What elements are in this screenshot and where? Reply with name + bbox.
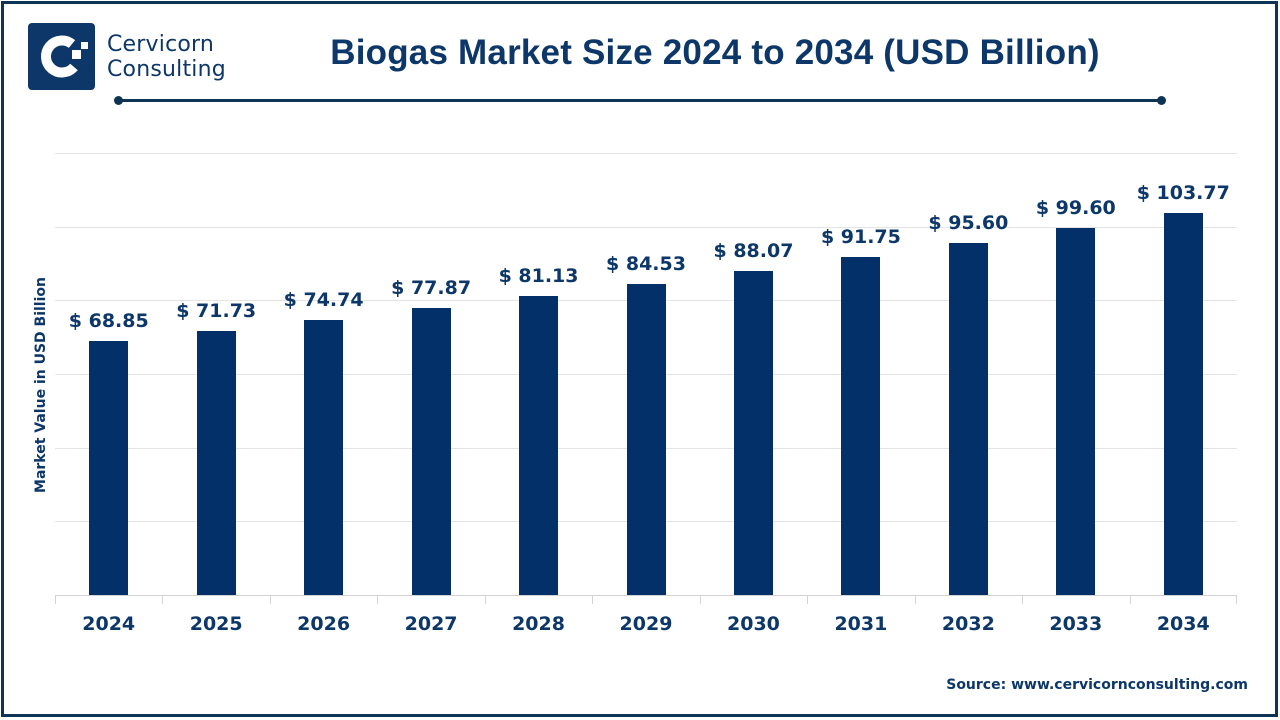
cervicorn-logo-icon <box>28 23 95 90</box>
bar-2025 <box>196 330 236 595</box>
x-axis-label: 2029 <box>619 613 673 635</box>
bar-value-label: $ 71.73 <box>176 299 257 322</box>
x-axis-tick <box>807 595 809 604</box>
chart-title: Biogas Market Size 2024 to 2034 (USD Bil… <box>330 33 1100 72</box>
x-axis-tick <box>1236 595 1237 604</box>
bar-value-label: $ 95.60 <box>928 211 1009 234</box>
bar-value-label: $ 81.13 <box>498 265 579 288</box>
bar-2032 <box>948 242 988 595</box>
bar-2030 <box>733 270 773 595</box>
x-axis-tick <box>55 595 56 604</box>
x-axis-label: 2024 <box>82 613 136 635</box>
divider-dot-left <box>114 96 123 105</box>
bar-value-label: $ 99.60 <box>1035 197 1116 220</box>
bar-value-label: $ 103.77 <box>1136 181 1230 204</box>
brand-logo: Cervicorn Consulting <box>28 23 226 90</box>
x-axis-label: 2032 <box>941 613 995 635</box>
source-credit: Source: www.cervicornconsulting.com <box>946 677 1248 693</box>
x-axis-label: 2031 <box>834 613 888 635</box>
x-axis-label: 2033 <box>1049 613 1103 635</box>
title-divider <box>119 99 1162 102</box>
x-axis-label: 2027 <box>404 613 458 635</box>
x-axis-tick <box>914 595 916 604</box>
brand-name-line1: Cervicorn <box>107 31 215 57</box>
x-axis-tick <box>1022 595 1024 604</box>
bar-2034 <box>1163 212 1203 595</box>
bar-2029 <box>626 283 666 595</box>
x-axis-line <box>55 595 1237 596</box>
bar-2033 <box>1056 228 1096 595</box>
bar-2028 <box>519 296 559 595</box>
bar-2027 <box>411 308 451 595</box>
y-axis-title: Market Value in USD Billion <box>33 277 49 493</box>
bar-value-label: $ 88.07 <box>713 239 794 262</box>
x-axis-label: 2028 <box>512 613 565 635</box>
x-axis-tick <box>484 595 486 604</box>
gridline <box>55 226 1237 228</box>
x-axis-tick <box>269 595 271 604</box>
gridline <box>55 153 1237 154</box>
bar-value-label: $ 84.53 <box>606 252 686 275</box>
brand-name: Cervicorn Consulting <box>107 32 226 82</box>
bar-2031 <box>841 257 881 595</box>
chart-title-container: Biogas Market Size 2024 to 2034 (USD Bil… <box>0 33 1280 73</box>
x-axis-label: 2034 <box>1156 613 1210 635</box>
bar-value-label: $ 91.75 <box>820 226 901 249</box>
bar-value-label: $ 77.87 <box>391 277 472 300</box>
x-axis-label: 2026 <box>297 613 351 635</box>
bar-value-label: $ 68.85 <box>68 310 149 333</box>
plot-area: $ 68.85 2024 $ 71.73 2025 $ 74.74 2026 $ 77.87… <box>55 153 1237 635</box>
bar-2026 <box>304 319 344 595</box>
x-axis-tick <box>162 595 164 604</box>
bar-2024 <box>89 341 129 595</box>
x-axis-label: 2025 <box>189 613 243 635</box>
divider-dot-right <box>1157 96 1166 105</box>
x-axis-label: 2030 <box>727 613 780 635</box>
brand-name-line2: Consulting <box>107 56 226 82</box>
x-axis-tick <box>699 595 701 604</box>
x-axis-tick <box>1129 595 1131 604</box>
bar-value-label: $ 74.74 <box>283 288 364 311</box>
x-axis-tick <box>592 595 594 604</box>
x-axis-tick <box>377 595 379 604</box>
